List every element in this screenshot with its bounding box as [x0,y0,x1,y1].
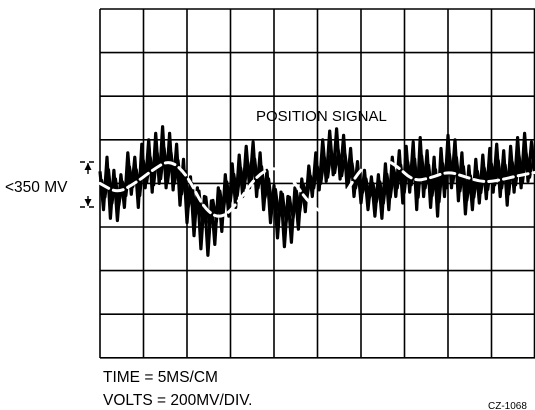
position-signal-label: POSITION SIGNAL [256,108,387,125]
amplitude-top-arrow-head [84,163,92,170]
noise-trace-fill [100,146,535,231]
trace-layer [98,125,535,257]
time-setting-label: TIME = 5MS/CM [103,369,218,386]
amplitude-label: <350 MV [5,179,68,196]
volts-setting-label: VOLTS = 200MV/DIV. [103,392,252,409]
amplitude-bottom-arrow-head [84,199,92,206]
figure-id-label: CZ-1068 [488,401,527,410]
amplitude-marker [80,161,96,208]
position-signal-trace [98,157,535,218]
